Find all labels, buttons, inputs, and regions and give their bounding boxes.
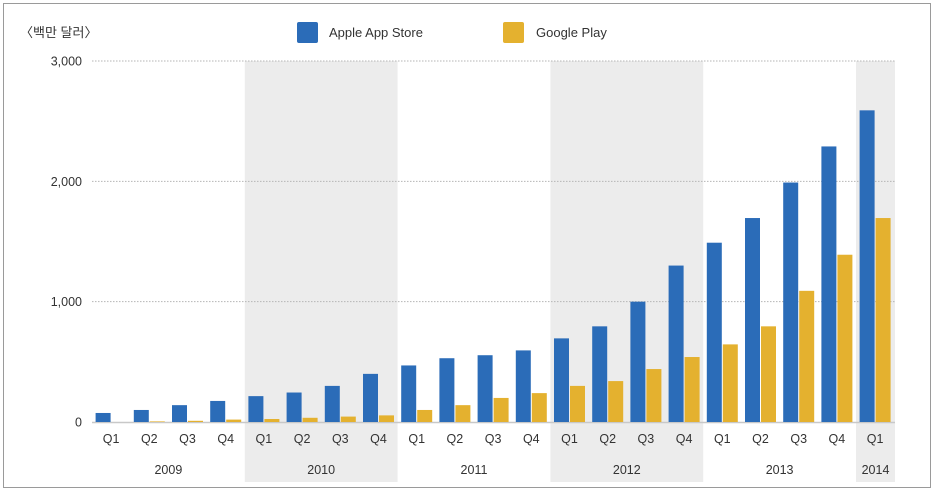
- bar-apple-1: [133, 409, 149, 422]
- bar-google-13: [608, 381, 624, 422]
- year-label-2009: 2009: [154, 463, 182, 477]
- bar-apple-19: [821, 146, 837, 423]
- bar-google-12: [570, 385, 585, 422]
- bar-google-19: [837, 254, 853, 422]
- x-tick-label: Q3: [485, 432, 502, 446]
- x-tick-label: Q2: [141, 432, 158, 446]
- bar-apple-9: [439, 358, 455, 422]
- bar-google-4: [264, 418, 280, 422]
- bar-google-16: [722, 344, 738, 422]
- year-label-2012: 2012: [613, 463, 641, 477]
- x-tick-label: Q3: [332, 432, 349, 446]
- year-labels: 2009 2010 2011 2012 2013 2014: [154, 463, 889, 477]
- bar-apple-13: [592, 326, 608, 422]
- x-tick-label: Q2: [294, 432, 311, 446]
- legend-label-apple: Apple App Store: [329, 25, 423, 40]
- x-tick-label: Q3: [179, 432, 196, 446]
- bar-google-11: [531, 393, 547, 422]
- bar-apple-3: [210, 400, 226, 422]
- legend-item-apple[interactable]: Apple App Store: [297, 22, 423, 43]
- x-tick-label: Q4: [523, 432, 540, 446]
- y-tick-labels: 0 1,000 2,000 3,000: [51, 55, 82, 430]
- bar-google-10: [493, 397, 509, 422]
- legend-swatch-google: [503, 22, 524, 43]
- x-tick-label: Q3: [638, 432, 655, 446]
- bar-google-8: [417, 409, 433, 422]
- bar-google-15: [684, 357, 700, 422]
- y-tick-label: 2,000: [51, 175, 82, 189]
- x-tick-labels: Q1 Q2 Q3 Q4 Q1 Q2 Q3 Q4 Q1 Q2 Q3 Q4 Q1 Q2 Q3 Q4 Q1 Q2 Q3 Q4…: [103, 432, 884, 446]
- y-tick-label: 3,000: [51, 55, 82, 69]
- bar-apple-12: [554, 338, 569, 422]
- x-tick-label: Q1: [256, 432, 273, 446]
- y-tick-label: 0: [75, 416, 82, 430]
- bar-apple-17: [745, 218, 760, 422]
- bar-google-7: [379, 415, 394, 422]
- x-tick-label: Q1: [103, 432, 120, 446]
- bar-google-5: [302, 417, 318, 422]
- unit-label: 〈백만 달러〉: [20, 25, 97, 40]
- bar-apple-6: [324, 385, 340, 422]
- year-label-2011: 2011: [461, 463, 488, 477]
- bar-google-20: [875, 218, 891, 422]
- x-tick-label: Q4: [370, 432, 387, 446]
- x-tick-label: Q4: [217, 432, 234, 446]
- bar-apple-8: [401, 365, 417, 422]
- bar-apple-18: [783, 182, 799, 422]
- bar-google-2: [188, 420, 203, 422]
- bar-apple-2: [172, 405, 187, 422]
- legend: Apple App Store Google Play: [297, 22, 607, 43]
- chart-frame: [3, 3, 931, 488]
- bar-google-14: [646, 369, 662, 422]
- bar-apple-16: [706, 242, 722, 422]
- gridlines: [92, 60, 895, 424]
- legend-item-google[interactable]: Google Play: [503, 22, 607, 43]
- x-tick-label: Q1: [408, 432, 425, 446]
- x-tick-label: Q4: [676, 432, 693, 446]
- bar-google-18: [799, 290, 815, 422]
- bar-apple-5: [286, 392, 302, 422]
- bar-google-1: [149, 421, 165, 422]
- bar-google-9: [455, 405, 471, 422]
- bars-layer: [95, 110, 891, 423]
- legend-label-google: Google Play: [536, 25, 607, 40]
- year-label-2013: 2013: [766, 463, 794, 477]
- legend-swatch-apple: [297, 22, 318, 43]
- x-tick-label: Q3: [790, 432, 807, 446]
- bar-apple-0: [95, 412, 111, 422]
- bar-google-6: [340, 416, 356, 422]
- bar-apple-20: [859, 110, 875, 422]
- x-tick-label: Q1: [867, 432, 884, 446]
- bar-apple-11: [515, 350, 531, 422]
- bar-apple-10: [477, 355, 493, 422]
- x-tick-label: Q2: [752, 432, 769, 446]
- year-label-2010: 2010: [307, 463, 335, 477]
- x-tick-label: Q4: [829, 432, 846, 446]
- bar-google-3: [226, 419, 242, 422]
- y-tick-label: 1,000: [51, 295, 82, 309]
- bar-apple-7: [363, 373, 378, 422]
- x-tick-label: Q2: [599, 432, 616, 446]
- year-label-2014: 2014: [862, 463, 890, 477]
- x-tick-label: Q1: [714, 432, 731, 446]
- bar-apple-14: [630, 301, 646, 422]
- bar-google-17: [761, 326, 776, 422]
- bar-apple-15: [668, 265, 684, 422]
- x-tick-label: Q2: [447, 432, 464, 446]
- bar-apple-4: [248, 396, 264, 422]
- x-tick-label: Q1: [561, 432, 578, 446]
